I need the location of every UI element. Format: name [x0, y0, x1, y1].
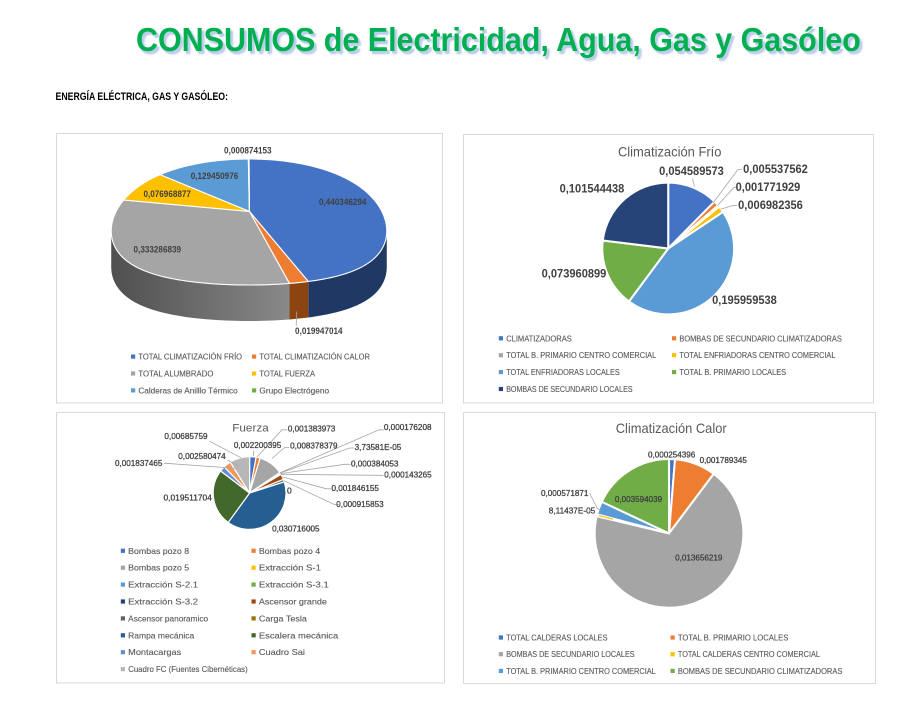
- svg-text:Climatización Frío: Climatización Frío: [618, 144, 722, 159]
- svg-text:0,000874153: 0,000874153: [224, 146, 272, 156]
- svg-text:TOTAL CALDERAS LOCALES: TOTAL CALDERAS LOCALES: [506, 634, 607, 643]
- svg-text:Montacargas: Montacargas: [128, 648, 181, 657]
- svg-text:Extracción S-2.1: Extracción S-2.1: [128, 581, 198, 590]
- svg-text:Cuadro FC (Fuentes Cibernética: Cuadro FC (Fuentes Cibernéticas): [128, 665, 248, 674]
- svg-text:BOMBAS DE SECUNDARIO CLIMATIZA: BOMBAS DE SECUNDARIO CLIMATIZADORAS: [678, 667, 843, 676]
- svg-text:Bombas pozo 8: Bombas pozo 8: [128, 547, 189, 556]
- svg-text:BOMBAS DE SECUNDARIO LOCALES: BOMBAS DE SECUNDARIO LOCALES: [506, 385, 632, 394]
- svg-text:0,000384053: 0,000384053: [351, 458, 399, 468]
- svg-text:TOTAL B. PRIMARIO CENTRO COMER: TOTAL B. PRIMARIO CENTRO COMERCIAL: [506, 667, 656, 676]
- svg-text:0,000915853: 0,000915853: [336, 499, 384, 509]
- svg-text:0,006982356: 0,006982356: [738, 200, 803, 212]
- svg-text:0,195959538: 0,195959538: [712, 295, 777, 307]
- svg-text:0,000254396: 0,000254396: [648, 449, 696, 459]
- svg-text:TOTAL B. PRIMARIO LOCALES: TOTAL B. PRIMARIO LOCALES: [679, 368, 786, 377]
- svg-text:0,001383973: 0,001383973: [288, 424, 336, 434]
- svg-text:TOTAL ENFRIADORAS LOCALES: TOTAL ENFRIADORAS LOCALES: [506, 368, 620, 377]
- svg-text:TOTAL CLIMATIZACIÓN CALOR: TOTAL CLIMATIZACIÓN CALOR: [259, 353, 370, 362]
- svg-text:TOTAL B. PRIMARIO LOCALES: TOTAL B. PRIMARIO LOCALES: [678, 634, 788, 643]
- svg-text:0,002580474: 0,002580474: [178, 451, 226, 461]
- svg-text:Extracción S-1: Extracción S-1: [259, 564, 322, 573]
- svg-text:BOMBAS DE SECUNDARIO CLIMATIZA: BOMBAS DE SECUNDARIO CLIMATIZADORAS: [679, 334, 841, 343]
- svg-text:0,013656219: 0,013656219: [675, 552, 723, 562]
- svg-text:Extracción S-3.1: Extracción S-3.1: [259, 581, 329, 590]
- svg-text:Extracción S-3.2: Extracción S-3.2: [128, 598, 198, 607]
- svg-text:0,030716005: 0,030716005: [272, 524, 320, 534]
- svg-text:0,333286839: 0,333286839: [134, 244, 182, 254]
- svg-text:0,008378379: 0,008378379: [290, 441, 338, 451]
- svg-text:0,129450976: 0,129450976: [191, 171, 239, 181]
- svg-text:TOTAL CALDERAS CENTRO COMERCIA: TOTAL CALDERAS CENTRO COMERCIAL: [678, 650, 820, 659]
- svg-text:CLIMATIZADORAS: CLIMATIZADORAS: [506, 334, 572, 343]
- svg-text:Bombas pozo 4: Bombas pozo 4: [259, 547, 321, 556]
- svg-text:TOTAL CLIMATIZACIÓN FRÍO: TOTAL CLIMATIZACIÓN FRÍO: [138, 353, 242, 362]
- svg-text:Calderas de Anilllo Térmico: Calderas de Anilllo Térmico: [138, 386, 238, 395]
- svg-text:TOTAL FUERZA: TOTAL FUERZA: [259, 370, 315, 379]
- svg-text:0,019947014: 0,019947014: [295, 326, 343, 336]
- svg-text:0,003594039: 0,003594039: [615, 494, 663, 504]
- svg-text:0,054589573: 0,054589573: [659, 166, 724, 178]
- svg-text:0,076968877: 0,076968877: [143, 189, 191, 199]
- svg-text:0,001789345: 0,001789345: [700, 455, 748, 465]
- svg-text:0,000176208: 0,000176208: [384, 422, 432, 432]
- svg-text:0,005537562: 0,005537562: [743, 164, 808, 176]
- svg-text:Rampa mecánica: Rampa mecánica: [128, 631, 194, 640]
- svg-text:0,001846155: 0,001846155: [332, 483, 380, 493]
- svg-text:Carga Tesla: Carga Tesla: [259, 614, 307, 623]
- svg-text:TOTAL ENFRIADORAS CENTRO COMER: TOTAL ENFRIADORAS CENTRO COMERCIAL: [679, 351, 835, 360]
- svg-text:0,073960899: 0,073960899: [542, 269, 607, 281]
- svg-text:ENERGÍA ELÉCTRICA, GAS Y GASÓL: ENERGÍA ELÉCTRICA, GAS Y GASÓLEO:: [56, 90, 229, 103]
- svg-text:0,001837465: 0,001837465: [115, 458, 163, 468]
- svg-text:BOMBAS DE SECUNDARIO LOCALES: BOMBAS DE SECUNDARIO LOCALES: [506, 650, 634, 659]
- svg-text:0,019511704: 0,019511704: [164, 493, 213, 503]
- svg-text:Escalera mecánica: Escalera mecánica: [259, 631, 339, 640]
- svg-text:0,000143265: 0,000143265: [384, 469, 432, 479]
- svg-text:Grupo Electrógeno: Grupo Electrógeno: [259, 386, 329, 395]
- svg-text:3,73581E-05: 3,73581E-05: [355, 442, 402, 452]
- svg-text:Bombas pozo 5: Bombas pozo 5: [128, 564, 189, 573]
- svg-text:Ascensor panoramico: Ascensor panoramico: [128, 614, 208, 623]
- svg-text:0,001771929: 0,001771929: [736, 182, 801, 194]
- svg-text:Ascensor grande: Ascensor grande: [259, 598, 327, 607]
- svg-text:0: 0: [287, 485, 292, 495]
- svg-text:Fuerza: Fuerza: [232, 422, 269, 434]
- svg-text:0,002200395: 0,002200395: [234, 440, 282, 450]
- svg-text:TOTAL B. PRIMARIO CENTRO COMER: TOTAL B. PRIMARIO CENTRO COMERCIAL: [506, 351, 657, 360]
- svg-text:0,440346294: 0,440346294: [319, 197, 367, 207]
- svg-text:TOTAL ALUMBRADO: TOTAL ALUMBRADO: [138, 370, 213, 379]
- svg-text:0,000571871: 0,000571871: [541, 488, 589, 498]
- svg-text:Climatización Calor: Climatización Calor: [616, 421, 727, 436]
- svg-text:8,11437E-05: 8,11437E-05: [549, 505, 596, 515]
- svg-text:0,00685759: 0,00685759: [164, 431, 207, 441]
- svg-text:0,101544438: 0,101544438: [560, 183, 625, 195]
- svg-text:Cuadro Sai: Cuadro Sai: [259, 648, 305, 657]
